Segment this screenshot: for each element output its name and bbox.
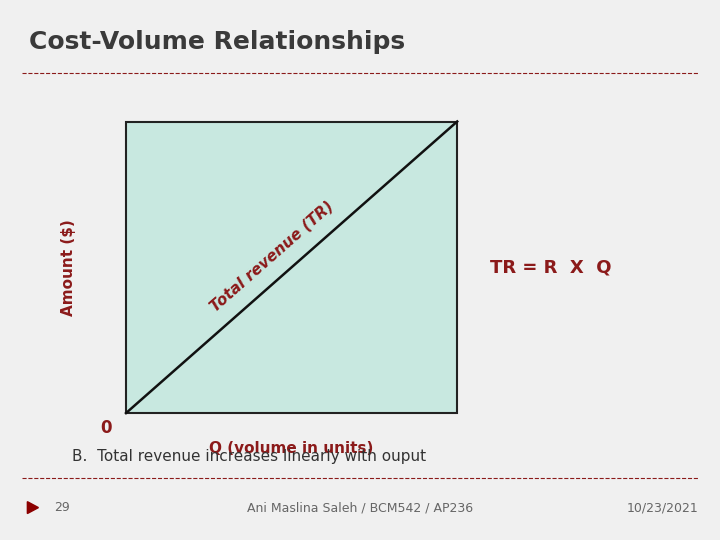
Text: Total revenue (TR): Total revenue (TR) xyxy=(208,198,337,314)
Text: TR = R  X  Q: TR = R X Q xyxy=(490,258,611,276)
Bar xyxy=(126,122,457,413)
Text: 10/23/2021: 10/23/2021 xyxy=(626,501,698,514)
Text: Amount ($): Amount ($) xyxy=(61,219,76,316)
Text: B.  Total revenue increases linearly with ouput: B. Total revenue increases linearly with… xyxy=(72,449,426,464)
Text: Ani Maslina Saleh / BCM542 / AP236: Ani Maslina Saleh / BCM542 / AP236 xyxy=(247,501,473,514)
Text: Cost-Volume Relationships: Cost-Volume Relationships xyxy=(29,30,405,53)
Text: 29: 29 xyxy=(54,501,70,514)
Text: 0: 0 xyxy=(100,419,112,437)
Polygon shape xyxy=(27,502,38,514)
Text: Q (volume in units): Q (volume in units) xyxy=(210,441,374,456)
